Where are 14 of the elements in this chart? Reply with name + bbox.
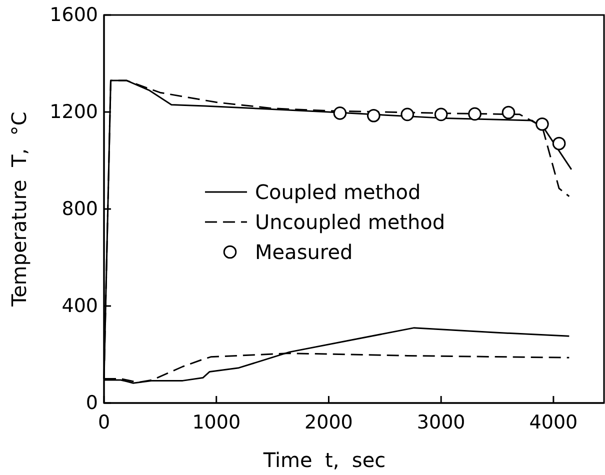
x-tick-label: 2000 bbox=[304, 411, 353, 434]
legend-label: Coupled method bbox=[255, 180, 421, 204]
x-tick-label: 1000 bbox=[192, 411, 241, 434]
x-tick-label: 4000 bbox=[529, 411, 578, 434]
y-tick-label: 0 bbox=[86, 392, 98, 414]
x-tick-label: 3000 bbox=[416, 411, 466, 434]
x-axis-title: Time t, sec bbox=[262, 448, 386, 472]
y-tick-label: 1600 bbox=[50, 4, 98, 26]
y-tick-label: 400 bbox=[62, 295, 98, 318]
y-tick-label: 800 bbox=[62, 198, 98, 220]
y-axis-title: Temperature T, °C bbox=[7, 112, 31, 308]
legend-label: Measured bbox=[255, 240, 353, 264]
y-tick-label: 1200 bbox=[50, 101, 98, 124]
legend-label: Uncoupled method bbox=[255, 210, 446, 234]
